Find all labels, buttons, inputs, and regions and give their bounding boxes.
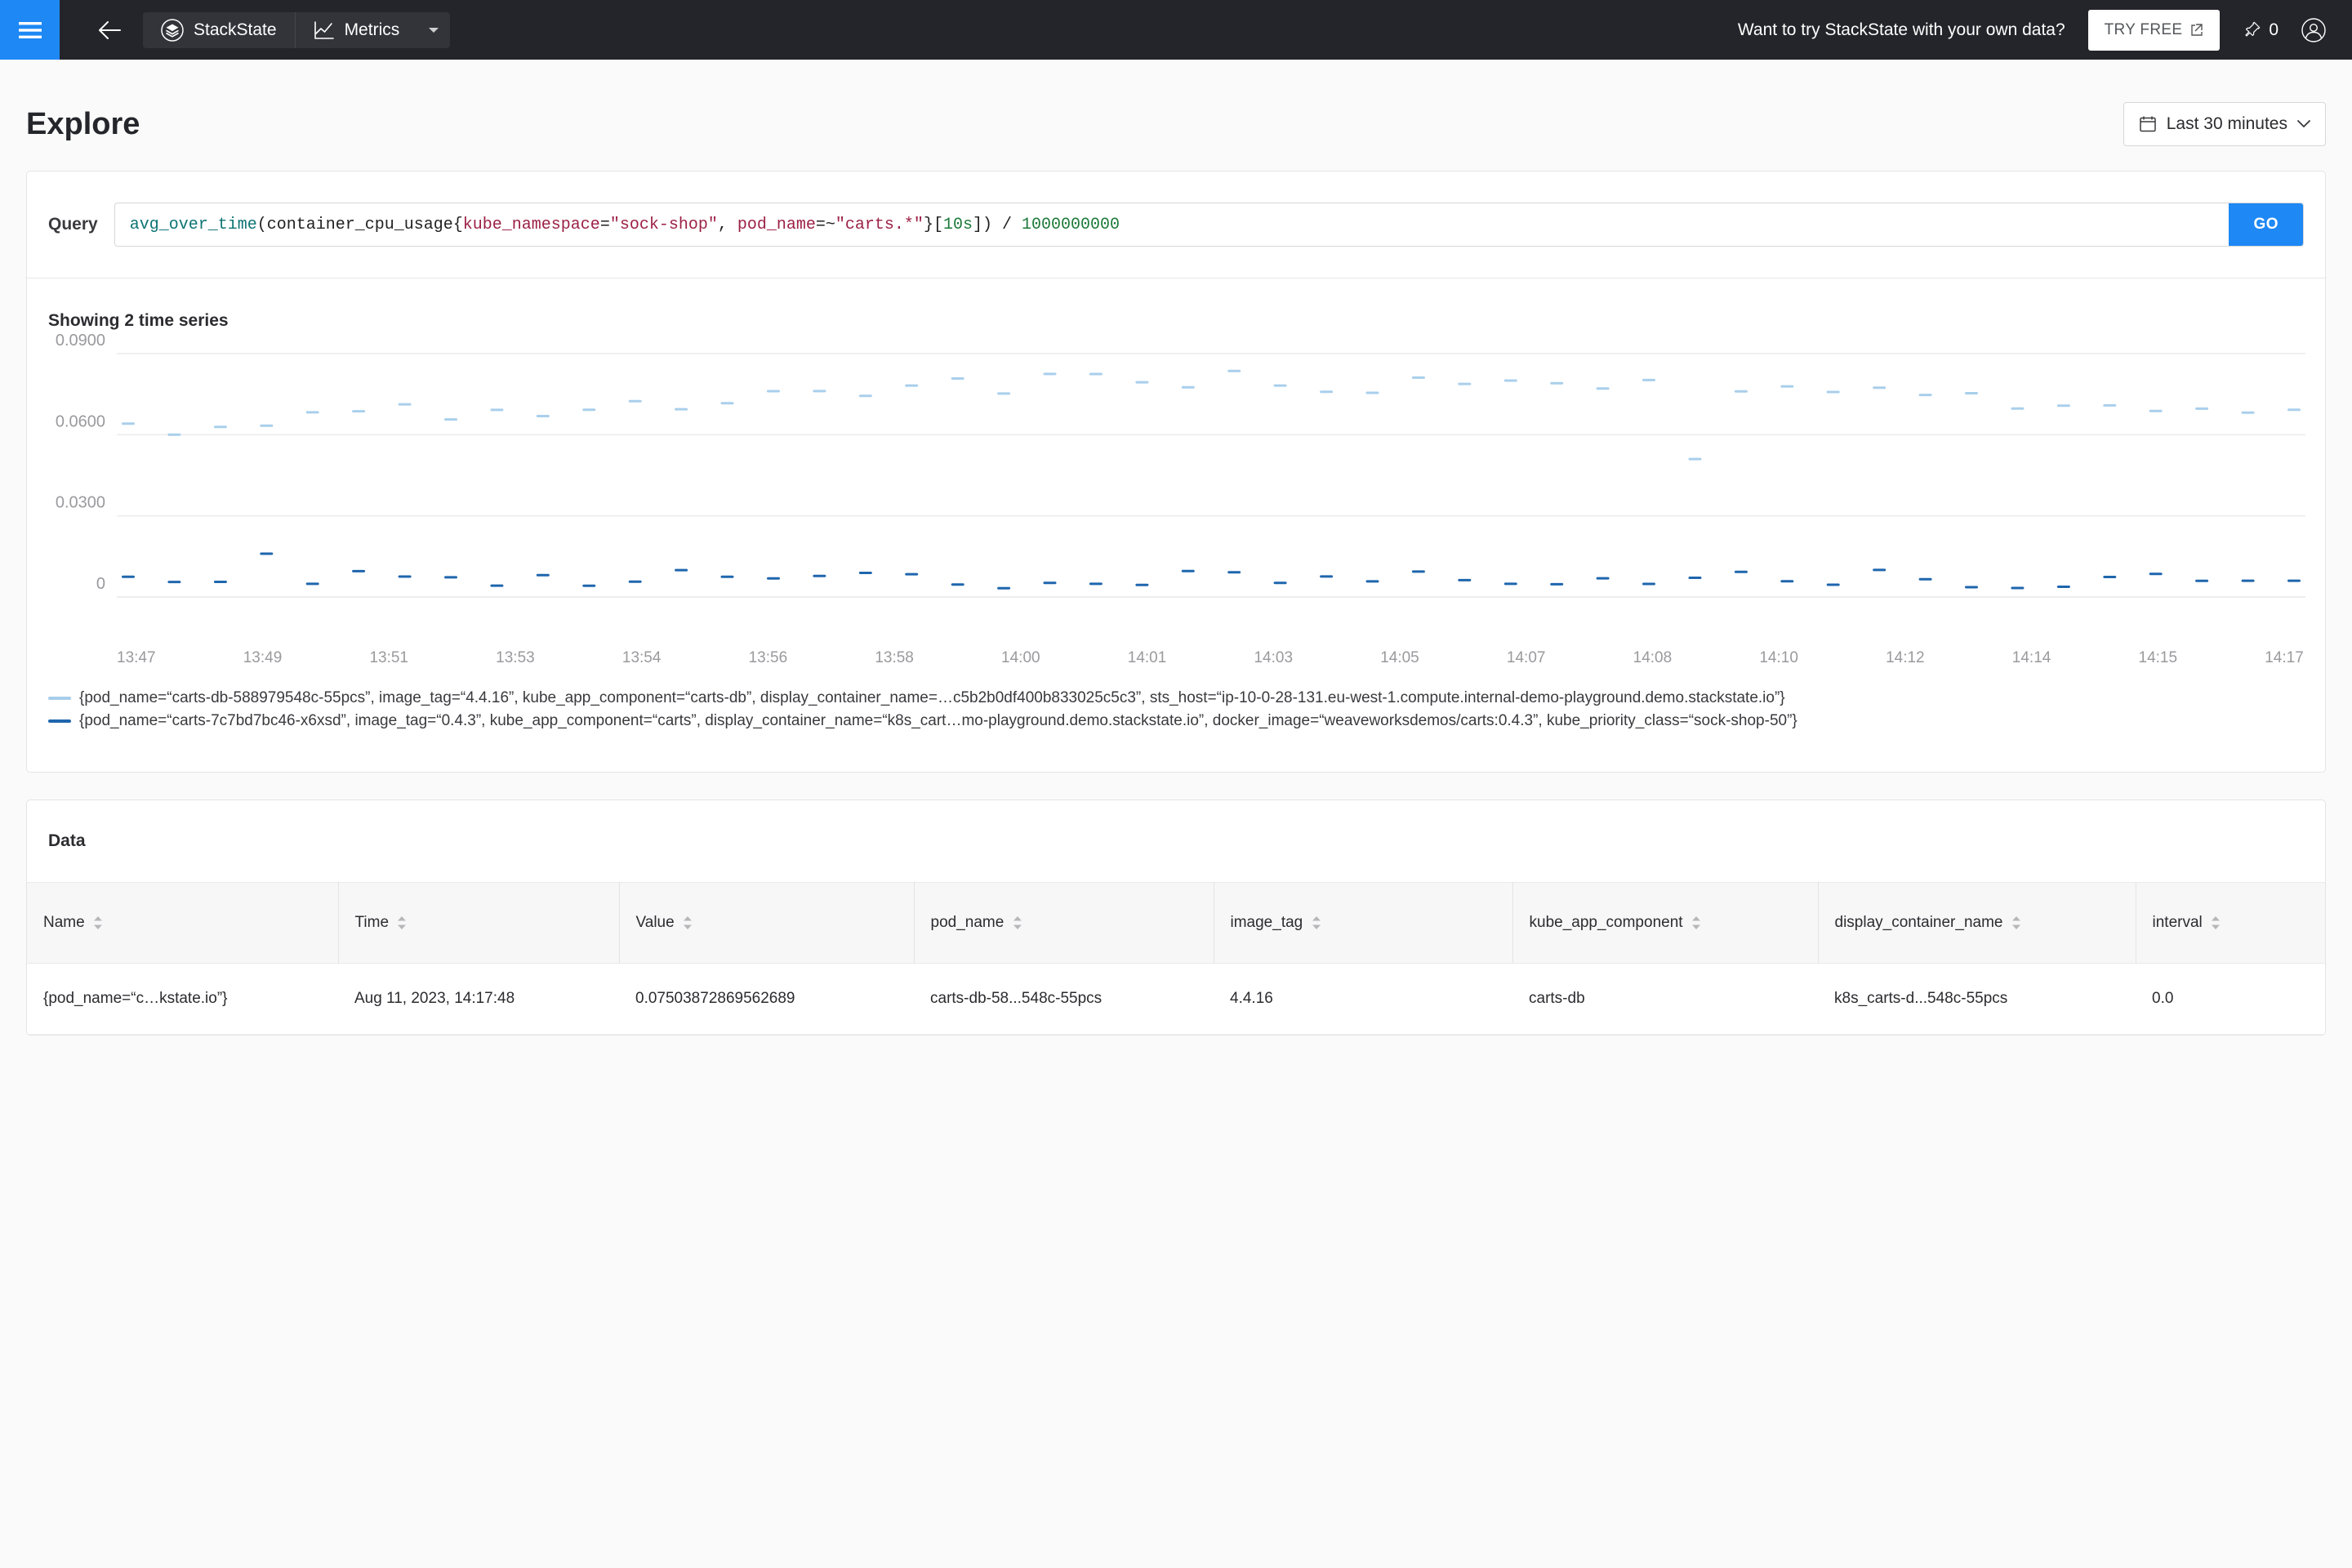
svg-text:0: 0 xyxy=(96,575,105,593)
svg-text:0.0600: 0.0600 xyxy=(56,412,105,430)
svg-text:0.0300: 0.0300 xyxy=(56,494,105,512)
svg-text:0.0900: 0.0900 xyxy=(56,332,105,350)
